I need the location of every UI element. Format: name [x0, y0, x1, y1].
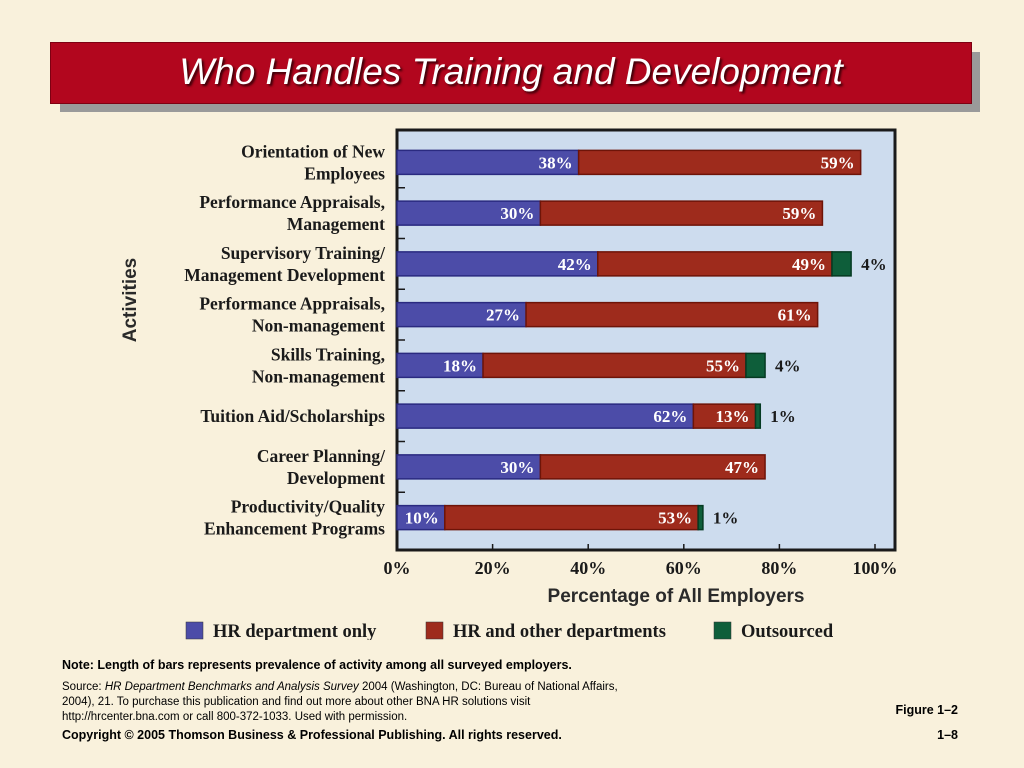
data-label: 10%	[405, 509, 439, 528]
bar-hr-department-only	[396, 504, 446, 531]
data-label: 47%	[725, 458, 759, 477]
title-banner: Who Handles Training and Development	[50, 42, 972, 104]
category-label: Employees	[304, 163, 385, 183]
data-label: 30%	[500, 204, 534, 223]
category-label: Non-management	[252, 366, 385, 386]
data-label: 13%	[716, 407, 750, 426]
legend-label: HR and other departments	[453, 622, 666, 640]
bar-hr-department-only	[396, 200, 542, 226]
bar-hr-and-other-departments	[597, 251, 833, 277]
bar-hr-and-other-departments	[482, 352, 747, 379]
bar-outsourced	[745, 352, 766, 379]
source-citation: Source: HR Department Benchmarks and Ana…	[62, 680, 622, 725]
data-label: 1%	[713, 509, 739, 528]
chart-note: Note: Length of bars represents prevalen…	[62, 658, 572, 672]
bar-hr-and-other-departments	[539, 454, 766, 480]
data-label: 30%	[500, 458, 534, 477]
data-label: 55%	[706, 356, 740, 375]
x-tick-label: 0%	[384, 558, 411, 578]
legend-swatch	[425, 621, 444, 640]
page-number: 1–8	[937, 728, 958, 742]
category-label: Performance Appraisals,	[199, 294, 385, 314]
category-label: Management	[287, 214, 385, 234]
category-label: Performance Appraisals,	[199, 192, 385, 212]
figure-label: Figure 1–2	[895, 703, 958, 717]
category-label: Supervisory Training/	[221, 243, 386, 263]
data-label: 38%	[539, 153, 573, 172]
category-label: Enhancement Programs	[204, 519, 385, 539]
bar-hr-department-only	[396, 301, 527, 328]
category-label: Development	[287, 468, 385, 488]
source-title: HR Department Benchmarks and Analysis Su…	[104, 681, 359, 693]
data-label: 4%	[775, 356, 801, 375]
data-label: 49%	[792, 255, 826, 274]
source-prefix: Source:	[62, 681, 105, 693]
slide-title: Who Handles Training and Development	[179, 51, 843, 92]
data-label: 59%	[821, 153, 855, 172]
bar-hr-department-only	[396, 403, 695, 429]
data-label: 18%	[443, 356, 477, 375]
copyright-text: Copyright © 2005 Thomson Business & Prof…	[62, 728, 562, 742]
bar-outsourced	[697, 504, 704, 531]
bar-hr-and-other-departments	[577, 149, 862, 176]
category-label: Tuition Aid/Scholarships	[200, 406, 385, 426]
bar-outsourced	[831, 251, 852, 277]
data-label: 59%	[782, 204, 816, 223]
category-label: Non-management	[252, 316, 385, 336]
category-label: Career Planning/	[257, 446, 386, 466]
category-label: Productivity/Quality	[231, 497, 386, 517]
bar-hr-department-only	[396, 251, 599, 277]
plot-area	[395, 128, 897, 552]
data-label: 42%	[558, 255, 592, 274]
data-label: 1%	[770, 407, 796, 426]
legend-swatch	[713, 621, 732, 640]
source-details: 2004 (Washington, DC: Bureau of National…	[62, 681, 618, 723]
x-tick-label: 100%	[853, 558, 898, 578]
data-label: 4%	[861, 255, 887, 274]
data-label: 27%	[486, 306, 520, 325]
category-label: Skills Training,	[271, 344, 385, 364]
bar-hr-and-other-departments	[692, 403, 757, 429]
bar-hr-department-only	[396, 352, 484, 379]
legend-swatch	[185, 621, 204, 640]
category-label: Management Development	[184, 265, 385, 285]
legend-label: HR department only	[213, 622, 377, 640]
data-label: 53%	[658, 509, 692, 528]
data-label: 62%	[653, 407, 687, 426]
data-label: 61%	[778, 306, 812, 325]
bar-hr-and-other-departments	[539, 200, 824, 226]
legend-label: Outsourced	[741, 622, 834, 640]
x-tick-label: 60%	[666, 558, 702, 578]
x-tick-label: 20%	[475, 558, 511, 578]
y-axis-title: Activities	[120, 258, 141, 342]
x-tick-label: 40%	[570, 558, 606, 578]
bar-hr-department-only	[396, 454, 542, 480]
bar-hr-and-other-departments	[525, 301, 819, 328]
x-tick-label: 80%	[761, 558, 797, 578]
bar-outsourced	[754, 403, 762, 429]
x-axis-title: Percentage of All Employers	[548, 586, 805, 607]
category-label: Orientation of New	[241, 141, 385, 161]
